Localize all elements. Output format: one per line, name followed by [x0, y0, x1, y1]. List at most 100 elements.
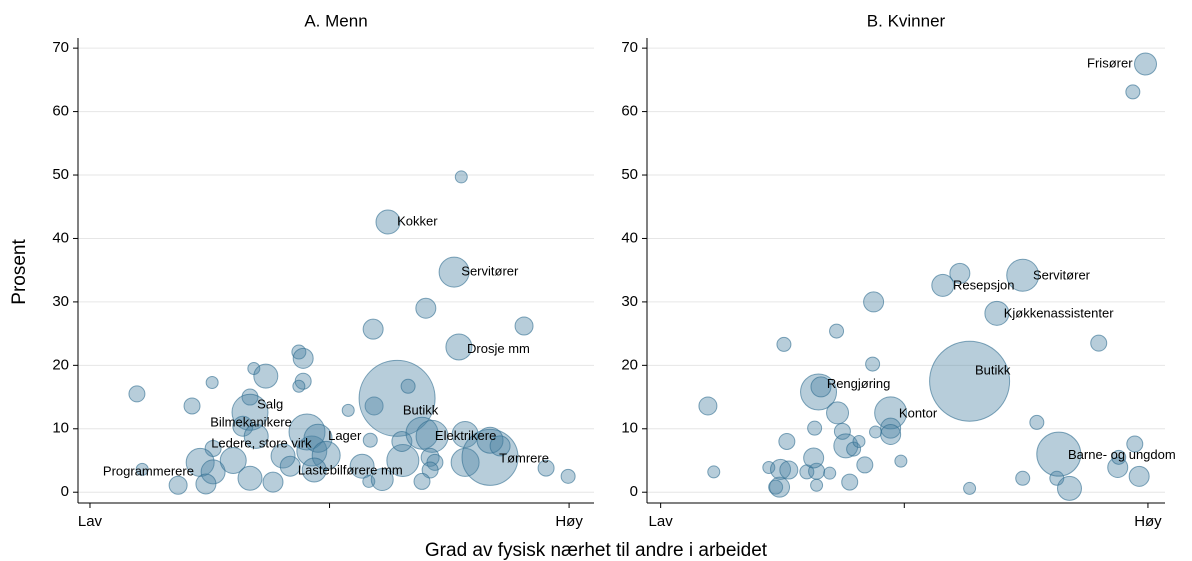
- annotation: Lager: [328, 428, 362, 443]
- y-tick-label: 10: [621, 420, 638, 437]
- annotation: Bilmekanikere: [210, 415, 292, 430]
- bubble: [778, 432, 796, 450]
- annotation: Elektrikere: [435, 428, 496, 443]
- x-tick-label: Høy: [1134, 513, 1162, 530]
- x-tick-label: Lav: [649, 513, 674, 530]
- bubble: [707, 465, 721, 479]
- bubble: [253, 363, 279, 389]
- bubble: [1006, 258, 1040, 292]
- bubble: [400, 378, 416, 394]
- bubble: [560, 468, 576, 484]
- bubble: [963, 481, 977, 495]
- bubble: [823, 466, 837, 480]
- bubble: [1056, 475, 1082, 501]
- bubble: [846, 441, 862, 457]
- bubble: [454, 170, 468, 184]
- annotation: Kokker: [397, 213, 438, 228]
- bubble: [301, 457, 327, 483]
- annotation: Servitører: [461, 264, 519, 279]
- y-tick-label: 60: [621, 103, 638, 120]
- bubble: [292, 379, 306, 393]
- bubble: [364, 396, 384, 416]
- annotation: Tømrere: [499, 451, 549, 466]
- bubble: [270, 443, 296, 469]
- bubble: [303, 423, 333, 453]
- bubble: [135, 462, 149, 476]
- bubble: [375, 209, 401, 235]
- annotation: Servitører: [1033, 267, 1091, 282]
- bubble: [852, 434, 866, 448]
- bubble: [769, 476, 791, 498]
- annotation: Resepsjon: [953, 277, 1014, 292]
- bubble: [880, 417, 902, 439]
- y-tick-label: 10: [52, 420, 69, 437]
- bubble: [779, 460, 799, 480]
- y-tick-label: 60: [52, 103, 69, 120]
- bubble: [869, 425, 883, 439]
- bubble: [810, 478, 824, 492]
- bubble: [231, 393, 269, 431]
- bubble: [415, 297, 437, 319]
- annotation: Programmerere: [103, 463, 194, 478]
- bubble: [219, 446, 247, 474]
- bubble: [514, 316, 534, 336]
- bubble: [698, 396, 718, 416]
- bubble: [237, 465, 263, 491]
- bubble: [413, 472, 431, 490]
- bubble: [489, 435, 511, 457]
- y-tick-label: 30: [52, 293, 69, 310]
- bubble: [205, 375, 219, 389]
- bubble: [856, 456, 874, 474]
- bubble: [195, 473, 217, 495]
- bubble: [770, 458, 792, 480]
- bubble: [1134, 52, 1158, 76]
- y-tick-label: 50: [621, 166, 638, 183]
- bubble: [370, 468, 394, 492]
- bubble: [349, 453, 375, 479]
- bubble: [362, 474, 376, 488]
- y-tick-label: 70: [52, 39, 69, 56]
- bubble: [880, 423, 902, 445]
- bubble: [292, 347, 314, 369]
- annotation: Salg: [257, 397, 283, 412]
- bubble: [362, 432, 378, 448]
- bubble: [768, 479, 784, 495]
- bubble: [279, 455, 301, 477]
- y-tick-label: 0: [61, 483, 69, 500]
- x-tick-label: Lav: [78, 513, 103, 530]
- y-tick-label: 50: [52, 166, 69, 183]
- bubble: [288, 413, 326, 451]
- bubble: [931, 273, 955, 297]
- bubble: [128, 385, 146, 403]
- y-tick-label: 70: [621, 39, 638, 56]
- bubble: [445, 333, 473, 361]
- y-tick-label: 40: [621, 229, 638, 246]
- bubble: [1015, 470, 1031, 486]
- annotation: Lastebilførere mm: [298, 463, 403, 478]
- bubble: [874, 396, 908, 430]
- y-tick-label: 0: [630, 483, 638, 500]
- bubble: [776, 336, 792, 352]
- bubble: [1036, 431, 1082, 477]
- bubble: [386, 443, 420, 477]
- x-axis-label: Grad av fysisk nærhet til andre i arbeid…: [425, 540, 768, 561]
- bubble: [537, 459, 555, 477]
- bubble: [358, 359, 436, 437]
- bubble: [1029, 414, 1045, 430]
- bubble: [826, 401, 850, 425]
- bubble: [438, 256, 470, 288]
- bubble: [894, 454, 908, 468]
- annotation: Ledere, store virk: [211, 435, 312, 450]
- bubble: [949, 262, 971, 284]
- y-tick-label: 20: [52, 356, 69, 373]
- bubble: [420, 447, 440, 467]
- annotation: Kontor: [899, 406, 938, 421]
- panel-title: A. Menn: [304, 11, 367, 30]
- bubble: [800, 373, 838, 411]
- y-tick-label: 40: [52, 229, 69, 246]
- bubble: [391, 430, 413, 452]
- bubble: [232, 415, 254, 437]
- bubble: [241, 388, 259, 406]
- bubble: [262, 471, 284, 493]
